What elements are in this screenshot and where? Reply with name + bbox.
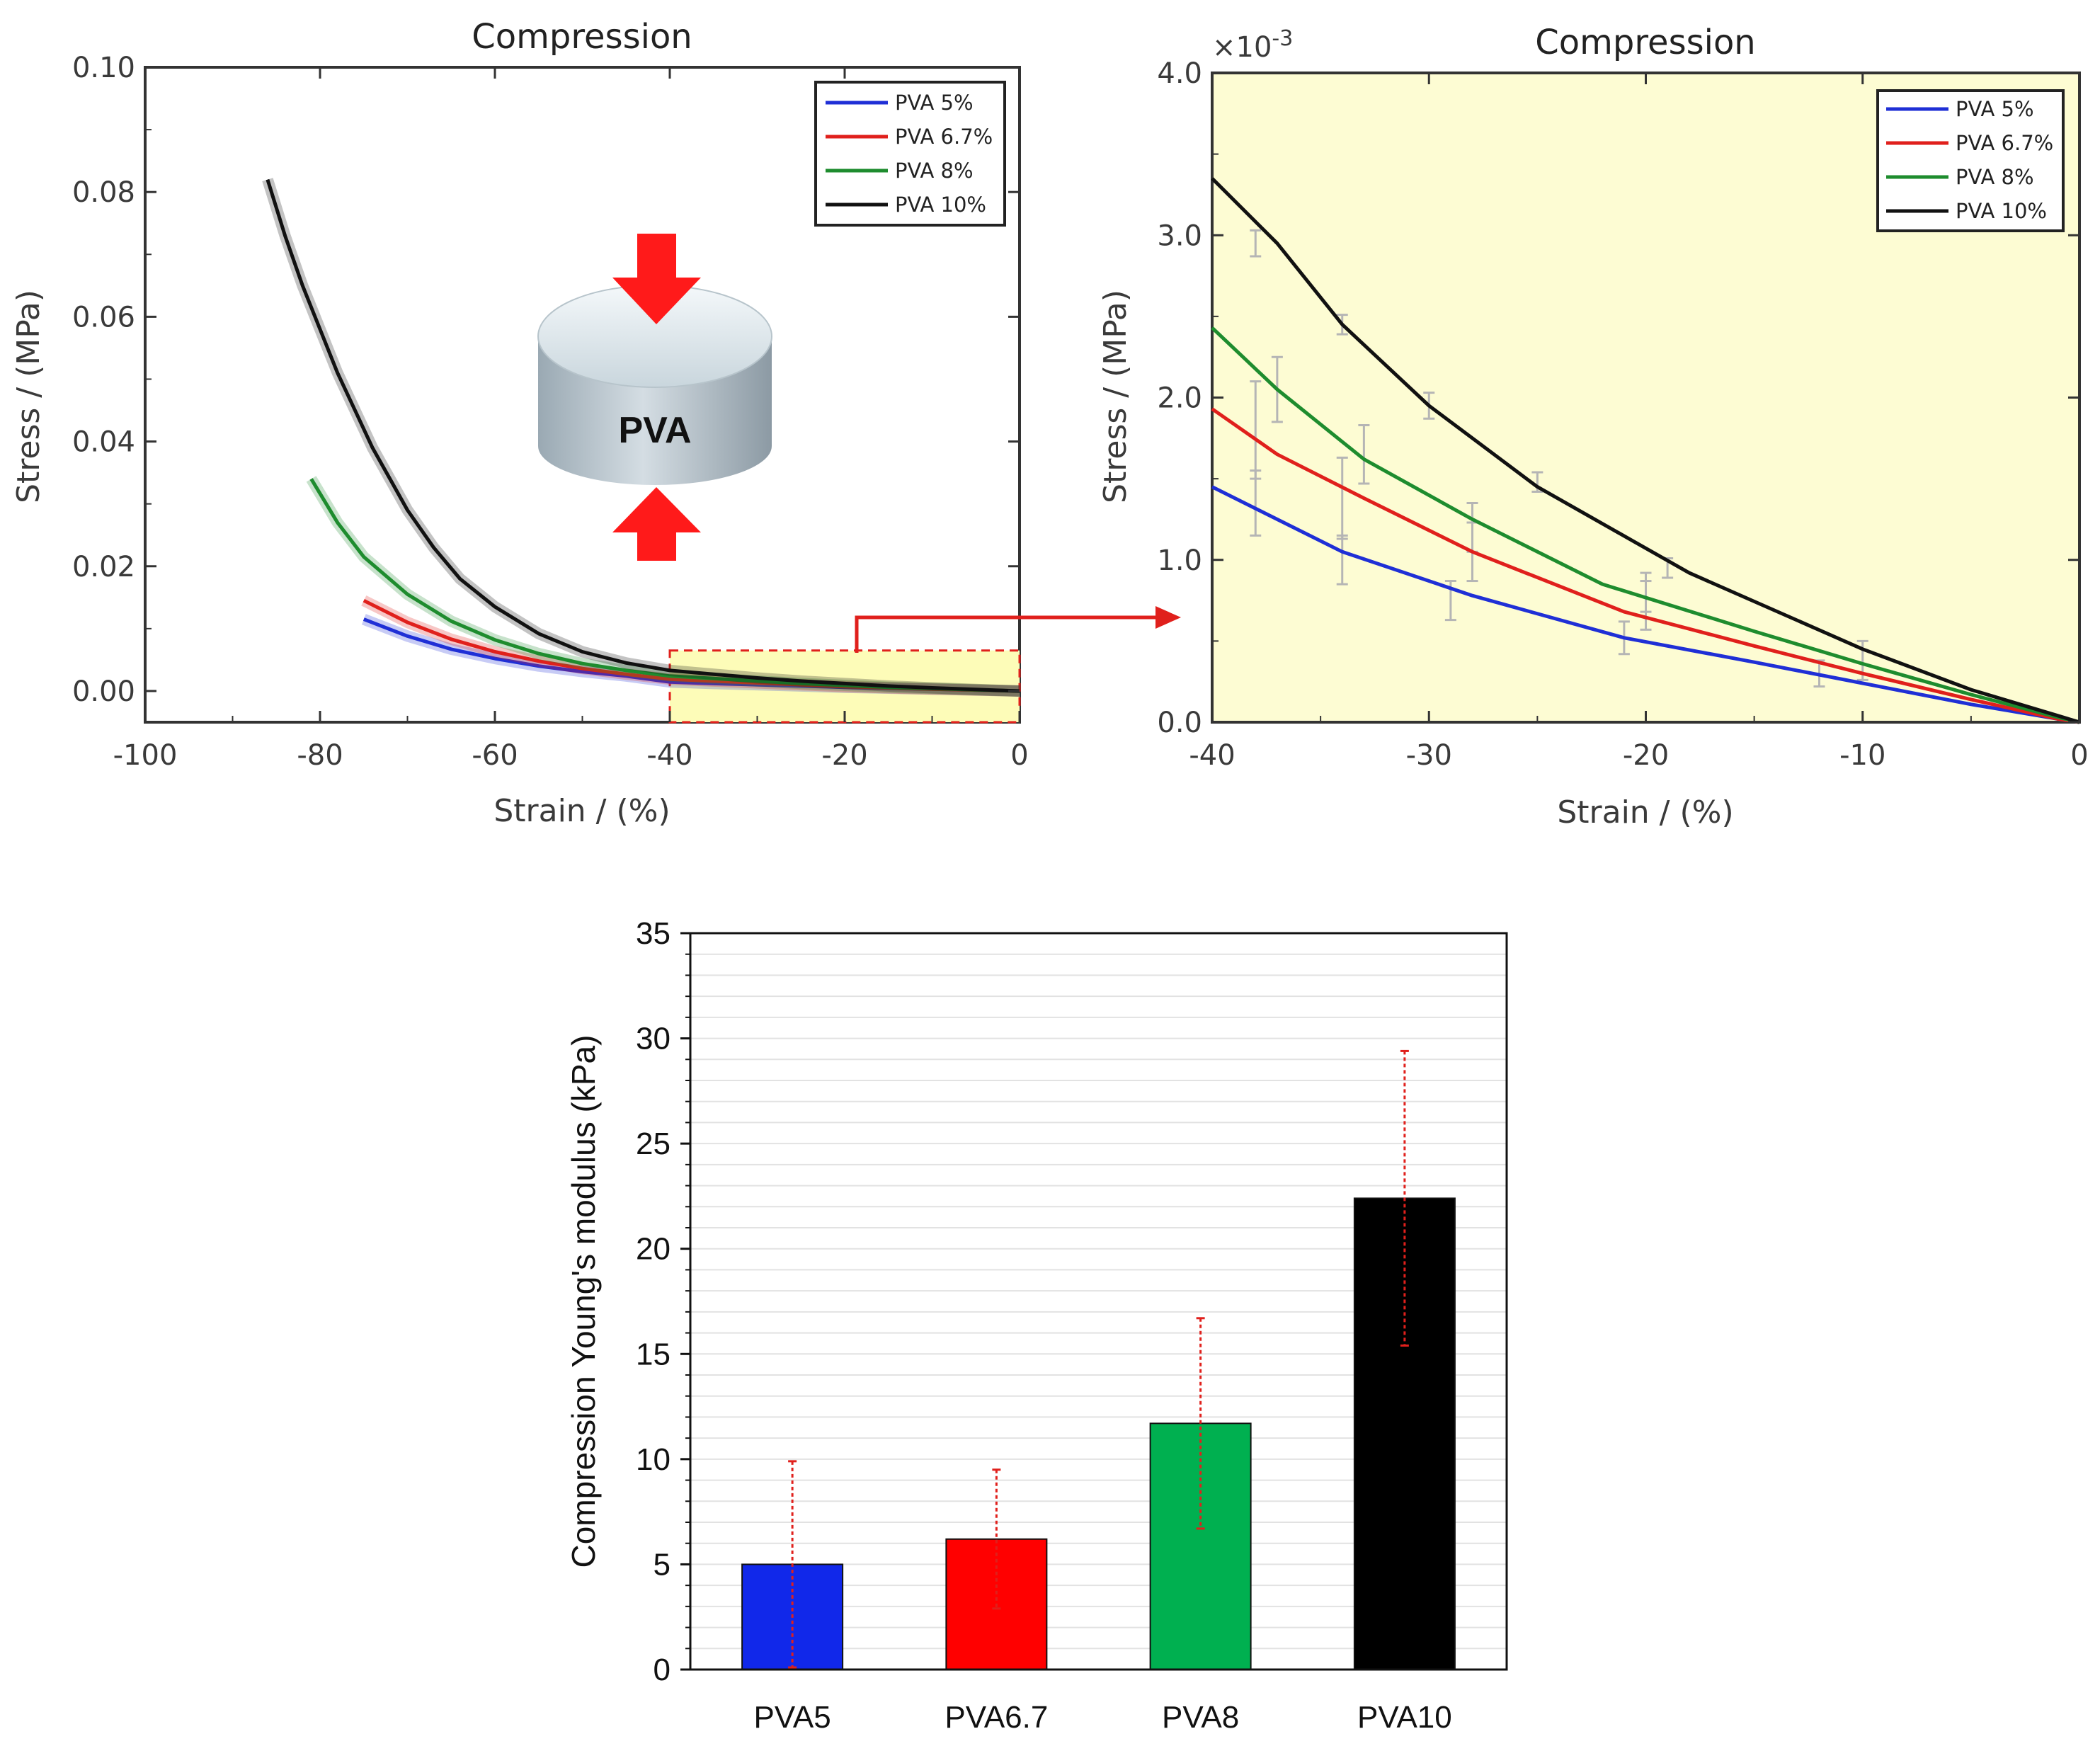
pva-cylinder-illustration: PVA	[537, 234, 772, 561]
left-x-tick-label: -80	[297, 739, 343, 772]
zoom-connector	[855, 606, 1181, 653]
bar-y-tick-label: 25	[636, 1126, 670, 1161]
bar-x-tick-label: PVA5	[754, 1700, 831, 1735]
left-chart: -100 -80 -60 -40 -20 0 0.000.020.040.060.080.…	[11, 17, 1029, 829]
arrow-down-icon	[612, 234, 701, 324]
left-legend-label-pva-10: PVA 10%	[895, 193, 986, 217]
left-y-tick-label: 0.04	[72, 426, 135, 459]
left-legend-label-pva-5: PVA 5%	[895, 91, 974, 115]
zoom-connector-line	[855, 615, 1158, 653]
right-x-tick-label: -30	[1406, 739, 1452, 772]
bar-x-tick-label: PVA10	[1357, 1700, 1452, 1735]
right-line-pva-8	[1211, 326, 2080, 724]
right-line-pva-6-7	[1211, 407, 2080, 724]
right-x-axis-label: Strain / (%)	[1557, 794, 1733, 831]
zoom-connector-arrowhead-icon	[1155, 606, 1181, 629]
arrow-up-icon	[612, 487, 701, 561]
left-y-axis-label: Stress / (MPa)	[11, 290, 47, 503]
right-legend-box	[1876, 89, 2065, 232]
bar-y-tick-label: 10	[636, 1442, 670, 1477]
left-legend-box	[814, 81, 1006, 227]
bar-series	[741, 1197, 1456, 1671]
right-x-tick-label: 0	[2070, 739, 2088, 772]
right-x-tick-label: -20	[1623, 739, 1669, 772]
left-y-tick-label: 0.00	[72, 675, 135, 708]
bar-y-tick-label: 35	[636, 916, 670, 951]
left-y-tick-label: 0.08	[72, 176, 135, 209]
left-chart-title: Compression	[472, 17, 692, 57]
right-x-tick-label: -40	[1189, 739, 1235, 772]
right-y-tick-label: 3.0	[1157, 219, 1202, 252]
bar-x-tick-label: PVA8	[1162, 1700, 1239, 1735]
right-x-axis: -40 -30 -20 -10 0	[1189, 73, 2089, 772]
right-chart: -40 -30 -20 -10 0 0.0 1.0 2.0 3.0 4.0 Compressio…	[1097, 23, 2089, 831]
right-series-group	[1211, 177, 2080, 724]
right-legend-label-pva-10: PVA 10%	[1956, 199, 2047, 223]
bar-y-tick-label: 20	[636, 1232, 670, 1267]
right-y-tick-label: 0.0	[1157, 707, 1202, 739]
right-legend-label-pva-6-7: PVA 6.7%	[1956, 131, 2053, 155]
right-legend-label-pva-8: PVA 8%	[1956, 165, 2034, 189]
right-y-tick-label: 2.0	[1157, 382, 1202, 415]
bar-y-tick-label: 30	[636, 1022, 670, 1056]
bar-y-axis: 0 5 10 15 20 25 30 35	[636, 916, 690, 1687]
right-legend-label-pva-5: PVA 5%	[1956, 97, 2034, 121]
right-y-axis: 0.0 1.0 2.0 3.0 4.0	[1157, 57, 2079, 739]
left-x-tick-label: 0	[1010, 739, 1028, 772]
bar-x-axis: PVA5 PVA6.7 PVA8 PVA10	[754, 1700, 1452, 1735]
left-x-tick-label: -20	[821, 739, 867, 772]
bar-pva8	[1149, 1422, 1252, 1671]
bar-y-tick-label: 0	[654, 1653, 670, 1687]
right-line-pva-10	[1211, 177, 2080, 724]
left-x-axis: -100 -80 -60 -40 -20 0	[113, 67, 1029, 772]
left-y-axis: 0.00 0.02 0.04 0.06 0.08 0.10	[72, 52, 1020, 708]
left-x-tick-label: -60	[472, 739, 518, 772]
left-x-axis-label: Strain / (%)	[493, 793, 670, 829]
right-y-tick-label: 1.0	[1157, 544, 1202, 577]
left-x-tick-label: -100	[113, 739, 178, 772]
left-legend-label-pva-6-7: PVA 6.7%	[895, 125, 993, 149]
bar-y-tick-label: 15	[636, 1337, 670, 1371]
left-line-pva-10	[266, 178, 1020, 693]
left-y-tick-label: 0.02	[72, 551, 135, 583]
right-y-multiplier: ×10-3	[1212, 26, 1293, 64]
left-legend-label-pva-8: PVA 8%	[895, 159, 974, 183]
bar-x-tick-label: PVA6.7	[945, 1700, 1048, 1735]
left-y-tick-label: 0.06	[72, 301, 135, 333]
bar-error-bars	[788, 1049, 1409, 1669]
left-series-group	[262, 178, 1020, 697]
bar-plot-frame	[689, 932, 1508, 1671]
bar-y-axis-label: Compression Young's modulus (kPa)	[565, 1035, 602, 1568]
right-y-axis-label: Stress / (MPa)	[1097, 290, 1134, 503]
right-y-tick-label: 4.0	[1157, 57, 1202, 90]
right-legend: PVA 5% PVA 6.7% PVA 8% PVA 10%	[1876, 89, 2065, 232]
left-legend: PVA 5% PVA 6.7% PVA 8% PVA 10%	[814, 81, 1006, 227]
left-x-tick-label: -40	[646, 739, 692, 772]
pva-inset-label: PVA	[618, 410, 691, 451]
bar-y-tick-label: 5	[654, 1547, 670, 1582]
right-x-tick-label: -10	[1839, 739, 1885, 772]
left-y-tick-label: 0.10	[72, 52, 135, 84]
bar-chart: 0 5 10 15 20 25 30 35 PVA5 PVA6.7 PVA8 PVA10 Compr…	[565, 916, 1508, 1735]
right-chart-title: Compression	[1535, 23, 1755, 62]
